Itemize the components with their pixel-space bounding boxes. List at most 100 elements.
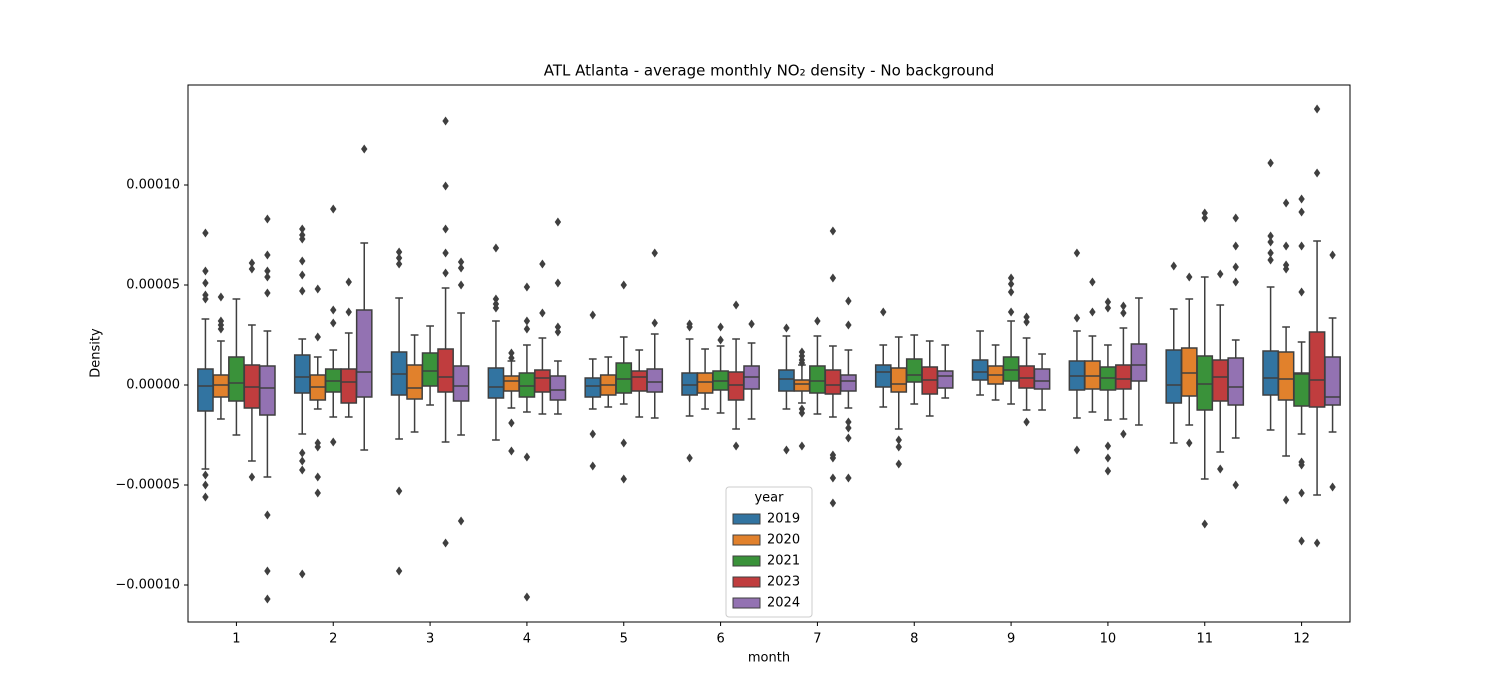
- outlier: [1089, 277, 1096, 287]
- outlier: [1267, 158, 1274, 168]
- outlier: [1007, 279, 1015, 289]
- outlier: [1104, 453, 1112, 463]
- x-tick-label: 2: [329, 632, 337, 647]
- box: [824, 369, 842, 395]
- outlier: [1007, 307, 1015, 317]
- legend-swatch: [732, 597, 761, 609]
- outlier: [1217, 269, 1224, 279]
- box: [452, 365, 470, 402]
- box: [1262, 350, 1279, 396]
- outlier: [299, 465, 306, 475]
- legend-swatch: [732, 513, 761, 525]
- outlier: [1104, 466, 1112, 476]
- x-tick-label: 7: [813, 632, 821, 647]
- outlier: [845, 320, 852, 330]
- outlier: [442, 268, 449, 278]
- outlier: [264, 510, 271, 520]
- outlier: [442, 248, 449, 258]
- outlier: [264, 250, 271, 260]
- outlier: [1073, 313, 1081, 323]
- outlier: [1023, 317, 1030, 327]
- box: [840, 374, 857, 392]
- outlier: [508, 446, 515, 456]
- outlier: [1329, 250, 1336, 260]
- outlier: [1007, 273, 1015, 283]
- outlier: [1023, 312, 1030, 322]
- y-tick-label: 0.00005: [126, 278, 180, 293]
- outlier: [651, 318, 658, 328]
- outlier: [1313, 104, 1321, 114]
- box: [228, 356, 245, 402]
- outlier: [523, 592, 531, 602]
- outlier: [554, 327, 562, 337]
- box: [696, 372, 714, 394]
- box: [809, 365, 826, 394]
- box: [1002, 356, 1020, 382]
- outlier: [314, 284, 321, 294]
- box: [905, 358, 923, 383]
- box: [1130, 343, 1148, 382]
- outlier: [798, 358, 806, 368]
- outlier: [1313, 168, 1321, 178]
- outlier: [845, 296, 852, 306]
- outlier: [1298, 194, 1305, 204]
- outlier: [330, 437, 337, 447]
- box: [406, 364, 423, 400]
- outlier: [1298, 536, 1305, 546]
- legend-swatch: [732, 555, 761, 567]
- box: [1308, 331, 1326, 408]
- y-tick-label: −0.00005: [115, 478, 180, 493]
- outlier: [895, 442, 902, 452]
- outlier: [1267, 231, 1274, 241]
- plot-frame: [187, 84, 1351, 623]
- box: [437, 348, 454, 393]
- outlier: [686, 453, 693, 463]
- outlier: [202, 480, 209, 490]
- outlier: [442, 224, 449, 234]
- outlier: [345, 277, 352, 287]
- box: [1180, 347, 1198, 397]
- outlier: [264, 288, 271, 298]
- outlier: [202, 278, 209, 288]
- outlier: [1232, 277, 1239, 287]
- outlier: [554, 278, 562, 288]
- x-tick-label: 8: [910, 632, 918, 647]
- outlier: [264, 566, 271, 576]
- x-tick-label: 9: [1007, 632, 1015, 647]
- outlier: [1267, 255, 1274, 265]
- outlier: [1282, 264, 1290, 274]
- outlier: [202, 294, 209, 304]
- outlier: [1073, 445, 1081, 455]
- box: [874, 364, 892, 388]
- box: [1324, 356, 1341, 406]
- outlier: [814, 316, 821, 326]
- box: [355, 309, 373, 398]
- outlier: [1232, 262, 1239, 272]
- outlier: [732, 300, 740, 310]
- box: [681, 372, 698, 396]
- outlier: [508, 418, 515, 428]
- box: [778, 369, 795, 392]
- outlier: [1186, 438, 1193, 448]
- outlier: [895, 435, 902, 445]
- outlier: [1007, 287, 1015, 297]
- box: [890, 367, 908, 393]
- outlier: [783, 323, 790, 333]
- outlier: [1217, 464, 1224, 474]
- legend-title: year: [754, 491, 784, 506]
- box: [646, 368, 664, 393]
- outlier: [798, 441, 806, 451]
- outlier: [1201, 519, 1208, 529]
- outlier: [1267, 237, 1274, 247]
- outlier: [442, 538, 449, 548]
- outlier: [202, 228, 209, 238]
- box: [1196, 355, 1214, 411]
- outlier: [248, 258, 256, 268]
- box: [487, 367, 505, 399]
- outlier: [1201, 213, 1208, 223]
- outlier: [217, 292, 225, 302]
- outlier: [442, 116, 449, 126]
- box: [212, 374, 230, 398]
- outlier: [508, 353, 515, 363]
